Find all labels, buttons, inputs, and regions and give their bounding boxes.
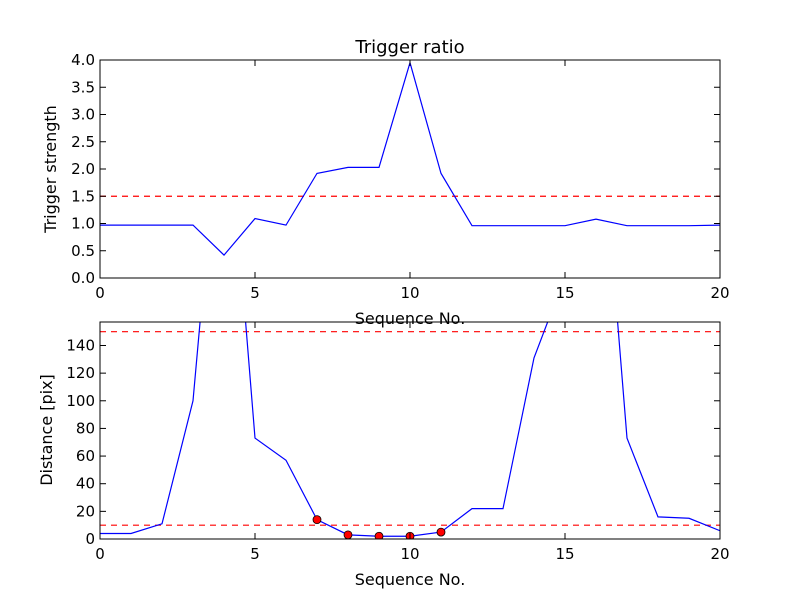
x-tick-label: 10 bbox=[400, 545, 419, 563]
data-point-marker bbox=[343, 530, 353, 539]
y-tick-label: 40 bbox=[76, 475, 95, 493]
x-axis-label-top: Sequence No. bbox=[355, 309, 466, 328]
y-tick-label: 4.0 bbox=[71, 51, 95, 69]
y-tick-label: 3.5 bbox=[71, 78, 95, 96]
y-tick-label: 80 bbox=[76, 419, 95, 437]
axes-bottom: 0 5 10 15 20 0 20 40 60 80 100 120 140 bbox=[66, 322, 730, 563]
data-point-marker bbox=[436, 527, 446, 537]
y-tick-label: 3.0 bbox=[71, 106, 95, 124]
y-tick-label: 100 bbox=[66, 392, 95, 410]
y-tick-label: 2.5 bbox=[71, 133, 95, 151]
y-tick-label: 0.5 bbox=[71, 242, 95, 260]
y-axis-label-bottom: Distance [pix] bbox=[37, 374, 56, 486]
subplot-top: Trigger ratio 0 5 10 15 20 0.0 0.5 1.0 1.5 2.0 2.5… bbox=[41, 37, 730, 328]
x-tick-label: 15 bbox=[555, 284, 574, 302]
series-line-top-0 bbox=[100, 60, 720, 256]
x-tick-label: 5 bbox=[250, 545, 260, 563]
chart-title: Trigger ratio bbox=[354, 37, 464, 58]
y-tick-label: 0 bbox=[85, 530, 95, 548]
x-tick-label: 5 bbox=[250, 284, 260, 302]
plot-area-top bbox=[100, 60, 720, 256]
y-tick-label: 1.0 bbox=[71, 215, 95, 233]
y-tick-label: 1.5 bbox=[71, 187, 95, 205]
x-tick-label: 20 bbox=[710, 545, 729, 563]
x-tick-label: 0 bbox=[95, 284, 105, 302]
y-axis-label-top: Trigger strength bbox=[41, 105, 60, 234]
y-tick-label: 60 bbox=[76, 447, 95, 465]
x-tick-label: 10 bbox=[400, 284, 419, 302]
x-tick-label: 20 bbox=[710, 284, 729, 302]
y-tick-label: 2.0 bbox=[71, 160, 95, 178]
x-tick-label: 0 bbox=[95, 545, 105, 563]
axes-frame-top bbox=[99, 59, 721, 279]
y-tick-label: 0.0 bbox=[71, 269, 95, 287]
data-point-marker bbox=[312, 515, 322, 525]
y-tick-label: 120 bbox=[66, 364, 95, 382]
axes-frame-bottom bbox=[99, 321, 721, 540]
data-point-marker bbox=[374, 531, 384, 539]
axes-top: 0 5 10 15 20 0.0 0.5 1.0 1.5 2.0 2.5 3.0 3.5 4.0 bbox=[71, 51, 729, 302]
x-axis-label-bottom: Sequence No. bbox=[355, 570, 466, 589]
y-tick-label: 20 bbox=[76, 502, 95, 520]
y-tick-label: 140 bbox=[66, 336, 95, 354]
x-tick-label: 15 bbox=[555, 545, 574, 563]
